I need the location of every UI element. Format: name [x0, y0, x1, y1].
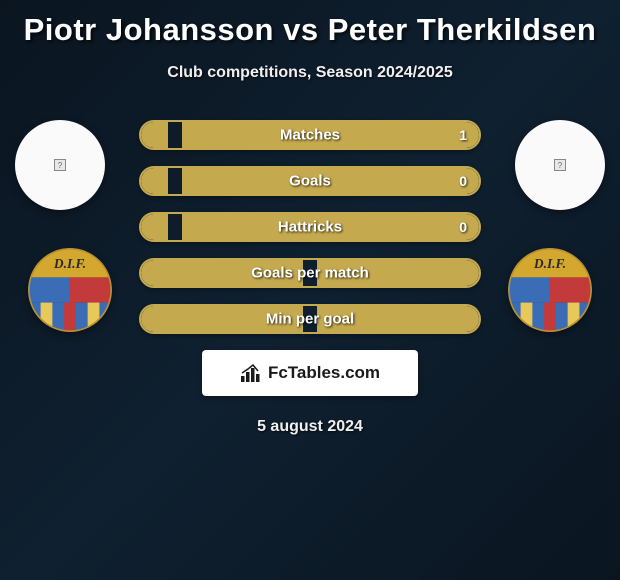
stat-label: Goals [289, 173, 331, 190]
svg-text:D.I.F.: D.I.F. [533, 256, 566, 271]
image-placeholder-icon: ? [54, 159, 66, 171]
stat-bar: Goals 0 [139, 166, 481, 196]
footer-date: 5 august 2024 [0, 418, 620, 436]
stat-fill-left [141, 214, 168, 240]
stat-label: Hattricks [278, 219, 342, 236]
footer-logo-text: FcTables.com [268, 363, 380, 383]
stat-value: 0 [459, 173, 467, 189]
stats-area: ? ? D.I.F. [0, 120, 620, 334]
club-badge-left: D.I.F. [28, 248, 112, 332]
stat-fill-left [141, 168, 168, 194]
stat-bar: Hattricks 0 [139, 212, 481, 242]
club-badge-right: D.I.F. [508, 248, 592, 332]
page-subtitle: Club competitions, Season 2024/2025 [0, 64, 620, 82]
stat-bar: Goals per match [139, 258, 481, 288]
page-title: Piotr Johansson vs Peter Therkildsen [0, 12, 620, 48]
stat-label: Matches [280, 127, 340, 144]
footer-logo: FcTables.com [202, 350, 418, 396]
chart-icon [240, 363, 262, 383]
stat-bar: Matches 1 [139, 120, 481, 150]
stat-bars: Matches 1 Goals 0 Hattricks 0 Goals per match M… [139, 120, 481, 334]
player-avatar-left: ? [15, 120, 105, 210]
stat-value: 1 [459, 127, 467, 143]
stat-label: Min per goal [266, 311, 354, 328]
player-avatar-right: ? [515, 120, 605, 210]
stat-fill-left [141, 122, 168, 148]
stat-bar: Min per goal [139, 304, 481, 334]
stat-value: 0 [459, 219, 467, 235]
stat-label: Goals per match [251, 265, 369, 282]
svg-text:D.I.F.: D.I.F. [53, 256, 86, 271]
image-placeholder-icon: ? [554, 159, 566, 171]
